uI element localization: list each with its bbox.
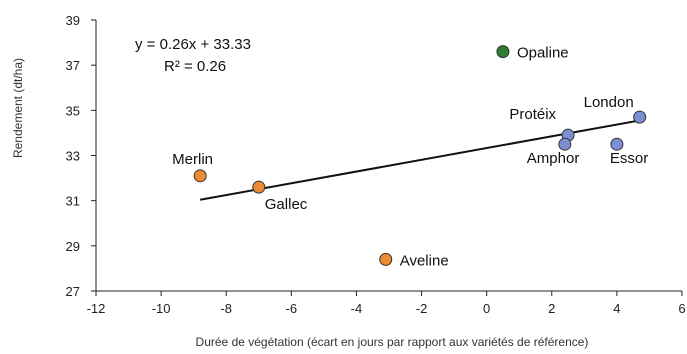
x-tick-label: -12 [87,301,106,316]
x-tick-label: 4 [613,301,620,316]
data-point-amphor [558,137,572,151]
data-point-merlin [193,169,207,183]
point-label-gallec: Gallec [265,196,308,213]
x-tick-label: -6 [286,301,298,316]
x-tick-label: -8 [220,301,232,316]
point-label-opaline: Opaline [517,45,569,62]
point-label-london: London [584,94,634,111]
x-axis-title: Durée de végétation (écart en jours par … [196,335,589,349]
data-point-labels: Opaline London Protéix Amphor Essor Merlin Gal… [172,45,648,270]
y-tick-label: 35 [66,103,80,118]
y-tick-label: 39 [66,13,80,28]
x-tick-label: 6 [678,301,685,316]
data-points [193,45,647,266]
x-tick-label: 2 [548,301,555,316]
y-tick-label: 29 [66,239,80,254]
x-tick-group: -12 -10 -8 -6 -4 -2 0 2 4 6 [87,291,686,316]
data-point-aveline [379,252,393,266]
y-tick-label: 31 [66,194,80,209]
x-tick-label: 0 [483,301,490,316]
point-label-essor: Essor [610,150,648,167]
data-point-gallec [252,180,266,194]
x-tick-label: -4 [351,301,363,316]
x-tick-label: -10 [152,301,171,316]
point-label-amphor: Amphor [527,150,580,167]
point-label-merlin: Merlin [172,151,213,168]
data-point-essor [610,137,624,151]
y-tick-label: 37 [66,58,80,73]
data-point-london [633,110,647,124]
point-label-aveline: Aveline [400,252,449,269]
data-point-opaline [496,45,510,59]
y-tick-group: 27 29 31 33 35 37 39 [66,13,96,299]
point-label-protéix: Protéix [509,106,556,123]
x-tick-label: -2 [416,301,428,316]
r-squared-label: R² = 0.26 [164,58,226,75]
y-tick-label: 33 [66,149,80,164]
trendline-equation: y = 0.26x + 33.33 [135,36,251,53]
y-axis-title: Rendement (dt/ha) [11,58,25,158]
y-tick-label: 27 [66,284,80,299]
